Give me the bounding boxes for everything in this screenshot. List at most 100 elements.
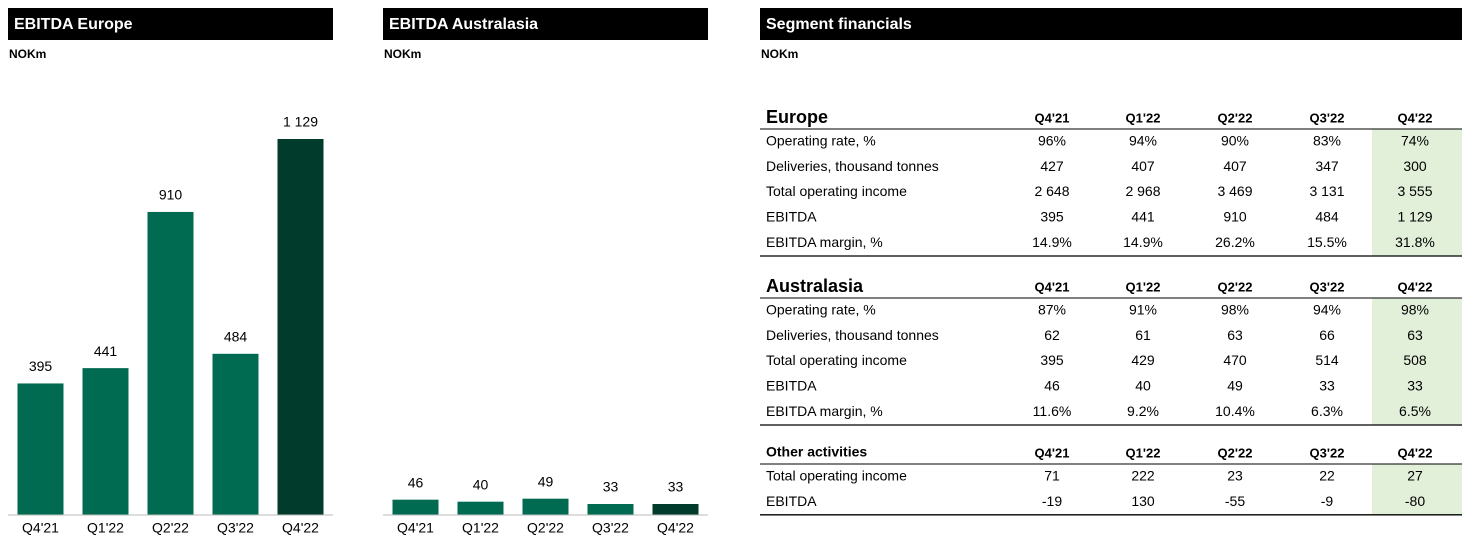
highlight-column (1372, 129, 1462, 256)
cell: 11.6% (1033, 403, 1072, 419)
x-tick-label: Q3'22 (217, 520, 254, 536)
bar (82, 368, 129, 515)
value-label: 46 (408, 474, 424, 490)
column-header: Q4'22 (1398, 279, 1433, 294)
row-label: Total operating income (766, 352, 907, 368)
row-label: EBITDA (766, 493, 817, 509)
x-tick-label: Q1'22 (87, 520, 124, 536)
bar (587, 504, 634, 515)
row-label: Total operating income (766, 183, 907, 199)
cell: 130 (1131, 493, 1155, 509)
cell: 63 (1407, 327, 1423, 343)
x-tick-label: Q4'21 (22, 520, 59, 536)
value-label: 484 (224, 329, 248, 345)
cell: 222 (1131, 467, 1155, 483)
cell: 300 (1403, 158, 1427, 174)
cell: 91% (1129, 301, 1157, 317)
cell: 347 (1315, 158, 1339, 174)
cell: 395 (1040, 352, 1064, 368)
cell: 94% (1313, 301, 1341, 317)
cell: 33 (1319, 378, 1335, 394)
x-tick-label: Q4'22 (282, 520, 319, 536)
cell: -19 (1042, 493, 1062, 509)
cell: 15.5% (1307, 234, 1347, 250)
section-title: Other activities (766, 444, 867, 460)
cell: -80 (1405, 493, 1425, 509)
row-label: Deliveries, thousand tonnes (766, 327, 939, 343)
cell: 6.5% (1399, 403, 1431, 419)
highlight-column (1372, 298, 1462, 425)
bar (652, 504, 699, 515)
bar (212, 353, 259, 515)
cell: 40 (1135, 378, 1151, 394)
x-tick-label: Q2'22 (527, 520, 564, 536)
row-label: EBITDA (766, 378, 817, 394)
column-header: Q3'22 (1310, 279, 1345, 294)
cell: 96% (1038, 132, 1066, 148)
cell: 49 (1227, 378, 1243, 394)
cell: -55 (1225, 493, 1245, 509)
cell: 1 129 (1397, 209, 1432, 225)
cell: 407 (1223, 158, 1247, 174)
x-tick-label: Q4'21 (397, 520, 434, 536)
bar (17, 383, 64, 515)
value-label: 33 (603, 479, 619, 495)
cell: 441 (1131, 209, 1155, 225)
cell: 33 (1407, 378, 1423, 394)
cell: 407 (1131, 158, 1155, 174)
column-header: Q2'22 (1218, 279, 1253, 294)
cell: 22 (1319, 467, 1335, 483)
cell: 14.9% (1032, 234, 1072, 250)
panel-header (8, 8, 333, 40)
cell: 3 131 (1309, 183, 1344, 199)
cell: 429 (1131, 352, 1155, 368)
cell: 23 (1227, 467, 1243, 483)
panel-subtitle: NOKm (761, 47, 798, 61)
row-label: Total operating income (766, 467, 907, 483)
cell: 14.9% (1123, 234, 1163, 250)
column-header: Q1'22 (1126, 279, 1161, 294)
bar (392, 499, 439, 515)
panel-subtitle: NOKm (9, 47, 46, 61)
x-tick-label: Q2'22 (152, 520, 189, 536)
column-header: Q4'22 (1398, 445, 1433, 460)
highlight-column (1372, 464, 1462, 515)
value-label: 910 (159, 187, 183, 203)
row-label: EBITDA (766, 209, 817, 225)
cell: 3 555 (1397, 183, 1432, 199)
cell: 71 (1044, 467, 1060, 483)
row-label: Deliveries, thousand tonnes (766, 158, 939, 174)
cell: 63 (1227, 327, 1243, 343)
x-tick-label: Q4'22 (657, 520, 694, 536)
column-header: Q4'21 (1035, 110, 1070, 125)
cell: 470 (1223, 352, 1247, 368)
panel-header (760, 8, 1462, 40)
column-header: Q4'21 (1035, 279, 1070, 294)
cell: 26.2% (1215, 234, 1255, 250)
column-header: Q1'22 (1126, 445, 1161, 460)
row-label: Operating rate, % (766, 132, 876, 148)
value-label: 395 (29, 358, 53, 374)
value-label: 40 (473, 476, 489, 492)
cell: -9 (1321, 493, 1334, 509)
column-header: Q1'22 (1126, 110, 1161, 125)
cell: 90% (1221, 132, 1249, 148)
cell: 62 (1044, 327, 1060, 343)
cell: 83% (1313, 132, 1341, 148)
panel-header (383, 8, 708, 40)
row-label: EBITDA margin, % (766, 403, 883, 419)
cell: 514 (1315, 352, 1339, 368)
cell: 98% (1401, 301, 1429, 317)
cell: 395 (1040, 209, 1064, 225)
cell: 87% (1038, 301, 1066, 317)
cell: 2 968 (1125, 183, 1160, 199)
cell: 910 (1223, 209, 1247, 225)
panel-title: EBITDA Australasia (389, 16, 538, 33)
column-header: Q3'22 (1310, 445, 1345, 460)
panel-title: EBITDA Europe (14, 16, 133, 33)
cell: 94% (1129, 132, 1157, 148)
panel-subtitle: NOKm (384, 47, 421, 61)
cell: 27 (1407, 467, 1423, 483)
